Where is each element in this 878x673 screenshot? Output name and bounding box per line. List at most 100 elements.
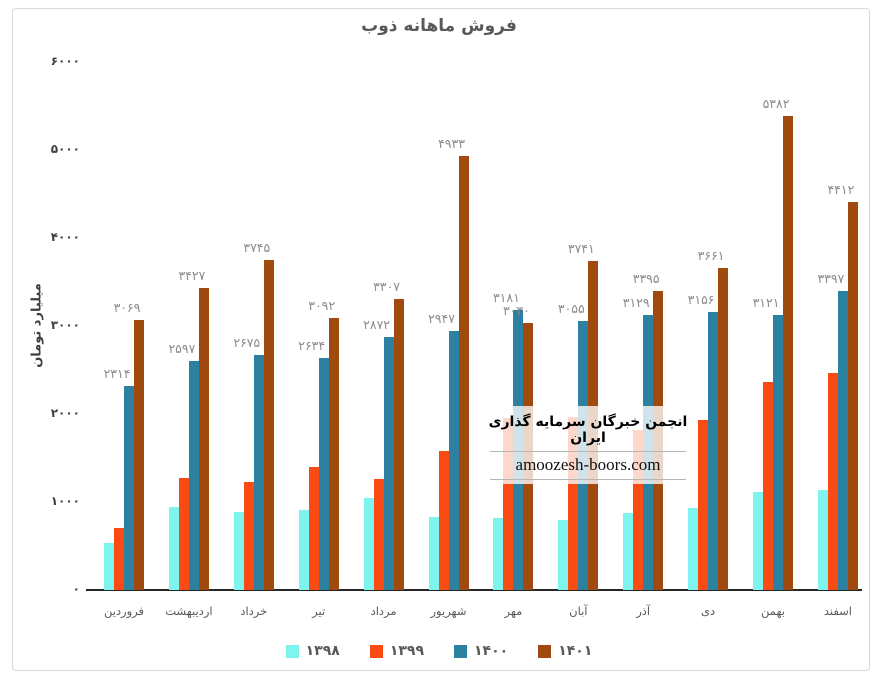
bar-value-label: ۲۹۴۷	[428, 311, 455, 326]
bar-۱۳۹۹-اسفند	[827, 373, 838, 590]
bar-value-label: ۳۱۵۶	[687, 292, 715, 307]
bar-value-label: ۳۱۸۱	[492, 290, 520, 305]
legend-item-۱۳۹۸: ۱۳۹۸	[285, 643, 340, 659]
bar-۱۴۰۰-اردیبهشت	[188, 361, 199, 590]
legend-label: ۱۳۹۸	[305, 643, 340, 659]
chart-title: فروش ماهانه ذوب	[361, 16, 517, 36]
legend-item-۱۳۹۹: ۱۳۹۹	[369, 643, 424, 659]
bar-۱۳۹۸-تیر	[298, 510, 309, 590]
bar-۱۳۹۸-آبان	[558, 520, 569, 590]
bar-value-label: ۳۳۰۷	[373, 279, 401, 294]
bar-۱۳۹۹-آبان	[568, 417, 579, 590]
bar-۱۴۰۱-بهمن	[783, 116, 793, 590]
x-axis-category-label: فروردین	[103, 604, 145, 618]
y-axis-tick-label: ۱۰۰۰	[50, 494, 80, 508]
bar-۱۴۰۱-فروردین	[134, 320, 144, 590]
bar-۱۴۰۰-شهریور	[448, 331, 459, 590]
x-axis-category-label: بهمن	[761, 604, 785, 618]
bar-۱۴۰۰-فروردین	[124, 386, 134, 590]
legend-swatch-icon	[454, 644, 467, 658]
bar-۱۴۰۰-مرداد	[383, 337, 394, 590]
bar-۱۳۹۹-شهریور	[438, 451, 449, 590]
bar-۱۳۹۸-مرداد	[363, 498, 374, 590]
bar-۱۳۹۸-بهمن	[753, 492, 763, 590]
bar-۱۳۹۸-فروردین	[104, 543, 114, 590]
bar-۱۴۰۱-دی	[718, 268, 729, 590]
bar-value-label: ۳۴۲۷	[178, 268, 206, 283]
bar-۱۳۹۹-بهمن	[763, 382, 773, 590]
bar-value-label: ۲۵۹۷	[168, 341, 196, 356]
x-axis-category-label: دی	[701, 604, 716, 618]
bar-value-label: ۳۱۲۱	[752, 295, 780, 310]
bar-۱۴۰۰-دی	[708, 312, 719, 590]
y-axis-tick-label: ۲۰۰۰	[50, 406, 80, 420]
bar-value-label: ۲۶۷۵	[233, 335, 261, 350]
bar-value-label: ۳۰۹۲	[308, 298, 336, 313]
bar-value-label: ۳۰۳۰	[502, 303, 530, 318]
legend-label: ۱۴۰۱	[558, 643, 593, 659]
bar-value-label: ۳۰۶۹	[113, 300, 141, 315]
x-axis-category-label: خرداد	[240, 604, 268, 618]
bar-۱۳۹۹-خرداد	[243, 482, 254, 590]
bar-۱۴۰۰-خرداد	[253, 355, 264, 590]
bar-value-label: ۳۳۹۷	[817, 271, 845, 286]
legend-item-۱۴۰۰: ۱۴۰۰	[454, 643, 508, 659]
x-axis-category-label: اسفند	[823, 604, 852, 618]
bar-۱۳۹۸-آذر	[623, 513, 634, 590]
bar-۱۳۹۹-آذر	[633, 430, 644, 590]
x-axis-category-label: آبان	[569, 604, 588, 618]
bar-۱۴۰۰-اسفند	[837, 291, 848, 590]
bar-۱۴۰۱-اسفند	[847, 202, 858, 590]
x-axis-category-label: آذر	[636, 604, 651, 618]
bar-value-label: ۲۶۳۴	[298, 338, 326, 353]
watermark-divider	[490, 451, 686, 452]
x-axis-category-label: مهر	[504, 604, 523, 618]
watermark-domain-text: amoozesh-boors.com	[515, 455, 661, 474]
bar-۱۳۹۹-اردیبهشت	[178, 478, 189, 590]
bar-value-label: ۴۴۱۲	[827, 182, 855, 197]
bar-۱۴۰۰-بهمن	[773, 315, 783, 590]
bar-۱۳۹۸-اسفند	[817, 490, 828, 590]
bar-۱۳۹۹-مرداد	[373, 479, 384, 590]
x-axis-category-label: اردیبهشت	[165, 604, 213, 618]
y-axis-tick-label: ۴۰۰۰	[50, 230, 80, 244]
watermark: انجمن خبرگان سرمایه گذاری ایران amoozesh…	[480, 406, 696, 484]
legend-swatch-icon	[369, 644, 383, 658]
watermark-underline	[490, 479, 686, 480]
bar-value-label: ۵۳۸۲	[762, 96, 790, 111]
bar-۱۳۹۸-شهریور	[428, 517, 439, 590]
bar-۱۳۹۸-دی	[688, 508, 699, 590]
x-axis-category-label: شهریور	[430, 604, 467, 618]
watermark-association-text: انجمن خبرگان سرمایه گذاری ایران	[488, 414, 688, 446]
legend-label: ۱۳۹۹	[389, 643, 424, 659]
bar-۱۴۰۰-تیر	[318, 358, 329, 590]
bar-value-label: ۲۳۱۴	[103, 366, 131, 381]
bar-۱۳۹۹-فروردین	[114, 528, 124, 590]
bar-value-label: ۳۶۶۱	[697, 248, 725, 263]
bar-۱۴۰۱-اردیبهشت	[198, 288, 209, 590]
x-axis-category-label: تیر	[312, 604, 326, 618]
y-axis-tick-label: ۰	[72, 582, 80, 596]
bar-۱۳۹۹-دی	[698, 420, 709, 590]
bar-۱۳۹۹-مهر	[503, 418, 514, 590]
bar-value-label: ۳۷۴۵	[243, 240, 271, 255]
bar-۱۳۹۸-مهر	[493, 518, 504, 590]
chart-legend: ۱۳۹۸ ۱۳۹۹ ۱۴۰۰ ۱۴۰۱	[0, 643, 878, 659]
y-axis-tick-label: ۵۰۰۰	[50, 142, 80, 156]
x-axis-line	[86, 589, 862, 591]
y-axis-tick-label: ۶۰۰۰	[50, 54, 80, 68]
x-axis-category-label: مرداد	[370, 604, 397, 618]
bar-۱۴۰۱-خرداد	[263, 260, 274, 590]
bar-value-label: ۴۹۳۳	[438, 136, 465, 151]
bar-value-label: ۳۳۹۵	[632, 271, 660, 286]
bar-۱۴۰۱-شهریور	[458, 156, 469, 590]
bar-۱۴۰۱-تیر	[328, 318, 339, 590]
legend-label: ۱۴۰۰	[474, 643, 509, 659]
legend-swatch-icon	[285, 644, 299, 658]
bar-value-label: ۲۸۷۲	[363, 317, 391, 332]
bar-value-label: ۳۰۵۵	[557, 301, 585, 316]
bar-۱۳۹۸-اردیبهشت	[168, 507, 179, 590]
y-axis-tick-label: ۳۰۰۰	[50, 318, 80, 332]
bar-value-label: ۳۷۴۱	[567, 241, 595, 256]
